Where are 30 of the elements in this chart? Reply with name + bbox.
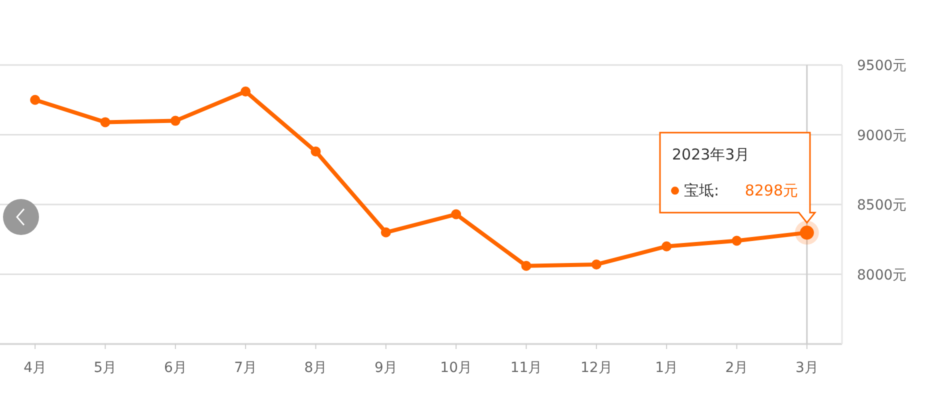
x-tick-label: 10月	[440, 360, 472, 376]
point	[170, 116, 180, 126]
x-tick-label: 6月	[164, 360, 187, 376]
x-tick-label: 9月	[374, 360, 398, 376]
annotation: 2023年3月	[672, 146, 750, 164]
y-tick-label: 8000元	[857, 267, 907, 284]
y-tick-label: 9500元	[857, 58, 907, 74]
x-tick-label: 1月	[655, 360, 678, 376]
x-tick-label: 8月	[304, 360, 328, 376]
point	[380, 227, 391, 238]
point	[100, 117, 110, 128]
x-tick-label: 2月	[725, 360, 748, 376]
x-tick-label: 3月	[795, 360, 818, 376]
legend-label: 宝坻:	[684, 182, 720, 200]
point	[451, 209, 462, 220]
point	[30, 94, 40, 105]
point	[732, 236, 742, 246]
x-tick-label: 4月	[24, 360, 47, 376]
point	[240, 86, 251, 97]
data-label: 8298元	[744, 182, 798, 200]
point	[310, 146, 321, 156]
y-tick-label: 8500元	[857, 198, 907, 214]
point	[521, 260, 532, 271]
point	[591, 259, 602, 270]
x-tick-label: 11月	[510, 360, 542, 376]
x-tick-label: 12月	[580, 360, 612, 376]
point	[662, 241, 672, 252]
y-tick-label: 9000元	[857, 128, 907, 144]
x-tick-label: 7月	[234, 360, 258, 376]
x-tick-label: 5月	[94, 360, 117, 376]
